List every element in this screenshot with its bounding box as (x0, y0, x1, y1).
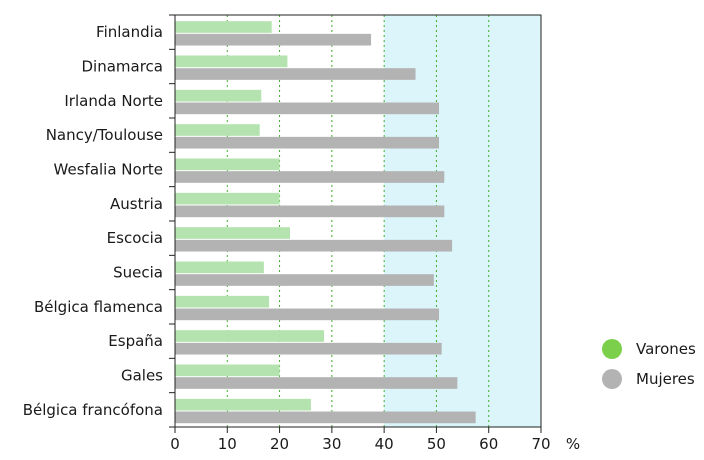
bar-varones-8 (175, 261, 264, 274)
legend: Varones Mujeres (602, 339, 702, 400)
bar-varones-2 (175, 55, 288, 68)
legend-swatch-varones (602, 339, 622, 359)
x-tick-label-30: 30 (322, 435, 341, 453)
bar-varones-1 (175, 21, 272, 33)
category-label-11: Gales (121, 367, 163, 385)
bar-mujeres-1 (175, 33, 372, 46)
x-tick-label-0: 0 (170, 435, 180, 453)
bar-varones-7 (175, 227, 291, 239)
category-label-4: Nancy/Toulouse (46, 126, 163, 144)
plot-frame (174, 14, 542, 428)
bar-varones-5 (175, 158, 280, 171)
bar-varones-4 (175, 124, 260, 136)
category-label-1: Finlandia (96, 23, 163, 41)
category-label-12: Bélgica francófona (23, 401, 163, 419)
bar-varones-3 (175, 89, 262, 102)
x-axis-unit: % (566, 435, 580, 453)
bar-mujeres-2 (175, 68, 416, 80)
legend-item-mujeres: Mujeres (602, 369, 702, 389)
bar-mujeres-12 (175, 411, 476, 424)
bar-varones-9 (175, 295, 270, 308)
bar-mujeres-7 (175, 239, 453, 252)
bar-mujeres-8 (175, 274, 434, 286)
legend-swatch-mujeres (602, 369, 622, 389)
x-tick-label-40: 40 (375, 435, 394, 453)
x-tick-label-50: 50 (427, 435, 446, 453)
bar-mujeres-10 (175, 342, 442, 355)
x-tick-label-60: 60 (479, 435, 498, 453)
category-label-2: Dinamarca (82, 58, 164, 76)
x-tick-label-10: 10 (218, 435, 237, 453)
x-tick-label-20: 20 (270, 435, 289, 453)
bar-mujeres-4 (175, 136, 440, 149)
bar-mujeres-5 (175, 171, 445, 183)
bar-varones-11 (175, 364, 280, 377)
bar-mujeres-11 (175, 377, 458, 389)
legend-label-mujeres: Mujeres (636, 370, 695, 388)
bar-mujeres-6 (175, 205, 445, 218)
bar-varones-12 (175, 398, 311, 411)
bar-mujeres-9 (175, 308, 440, 321)
shaded-region (384, 15, 541, 427)
legend-label-varones: Varones (636, 340, 696, 358)
bar-mujeres-3 (175, 102, 440, 115)
category-label-6: Austria (110, 195, 163, 213)
category-label-9: Bélgica flamenca (34, 298, 163, 316)
x-tick-label-70: 70 (531, 435, 550, 453)
category-label-10: España (108, 332, 163, 350)
bar-varones-10 (175, 330, 325, 342)
legend-item-varones: Varones (602, 339, 702, 359)
category-label-5: Wesfalia Norte (54, 161, 163, 179)
bar-varones-6 (175, 192, 280, 205)
category-label-7: Escocia (107, 229, 163, 247)
category-label-8: Suecia (113, 264, 163, 282)
category-label-3: Irlanda Norte (64, 92, 163, 110)
